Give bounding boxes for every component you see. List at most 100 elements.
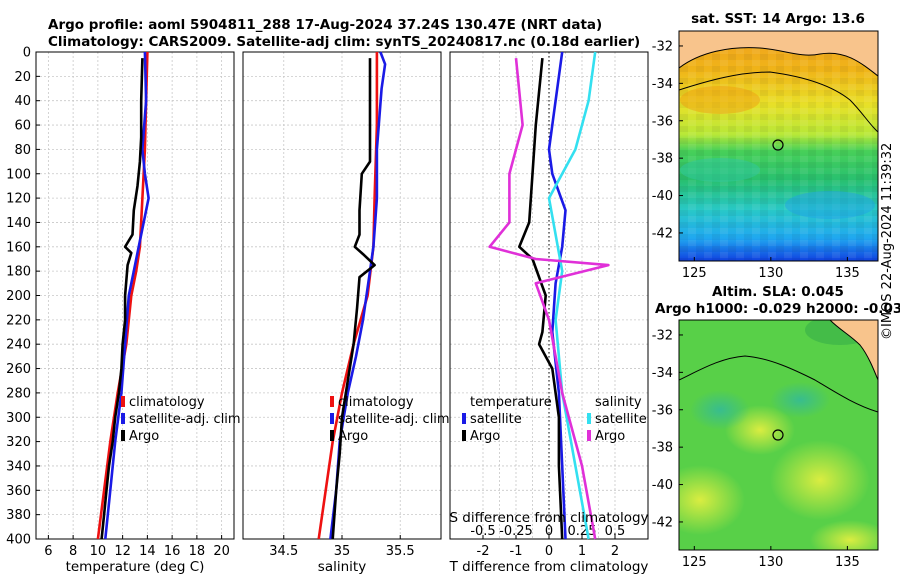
x-tick-label: 1	[578, 544, 586, 559]
sla-low-anomaly	[690, 390, 750, 430]
figure-title-line2: Climatology: CARS2009. Satellite-adj cli…	[48, 34, 640, 50]
y-tick-label: 180	[6, 265, 31, 280]
salinity-legend: climatology satellite-adj. clim Argo	[330, 395, 450, 444]
series-climatology-line	[96, 51, 149, 540]
y-tick-label: -34	[652, 77, 673, 92]
y-tick-label: -42	[652, 515, 673, 530]
series-argo-line	[100, 58, 144, 540]
y-tick-label: 260	[6, 362, 31, 377]
y-tick-label: 40	[14, 94, 31, 109]
legend-label-satellite: satellite-adj. clim	[338, 412, 450, 427]
sst-eddy	[680, 158, 760, 182]
legend-label-s-satellite: satellite	[595, 412, 647, 427]
legend-label-argo: Argo	[129, 429, 159, 444]
s-tick-label: 0.5	[605, 524, 626, 539]
sst-map-panel: sat. SST: 14 Argo: 13.6 -32 -34 -36 -38 -40 -…	[652, 11, 879, 281]
y-tick-label: 340	[6, 459, 31, 474]
s-tick-label: -0.25	[499, 524, 533, 539]
sla-map-frame	[678, 319, 879, 551]
temperature-xlabel: temperature (deg C)	[66, 559, 205, 575]
y-tick-label: 360	[6, 484, 31, 499]
legend-label-t-argo: Argo	[470, 429, 500, 444]
legend-title-salinity: salinity	[595, 395, 642, 410]
x-tick-label: 18	[189, 544, 206, 559]
salinity-panel: 34.5 35 35.5 salinity climatology satellit…	[242, 51, 450, 575]
x-tick-label: -1	[510, 544, 523, 559]
x-tick-label: 130	[758, 555, 783, 570]
legend-label-argo: Argo	[338, 429, 368, 444]
y-tick-label: 120	[6, 192, 31, 207]
x-tick-label: 20	[213, 544, 230, 559]
sla-map-title: Altim. SLA: 0.045	[712, 284, 844, 300]
sla-high-anomaly	[810, 520, 878, 550]
y-tick-label: -42	[652, 226, 673, 241]
x-tick-label: 135	[835, 555, 860, 570]
y-tick-label: -36	[652, 403, 673, 418]
legend-swatch-satellite	[330, 413, 334, 424]
y-tick-label: 60	[14, 119, 31, 134]
y-tick-label: -32	[652, 328, 673, 343]
s-tick-label: 0	[545, 524, 553, 539]
sla-high-anomaly	[770, 440, 870, 520]
y-tick-label: 220	[6, 313, 31, 328]
legend-label-climatology: climatology	[338, 395, 414, 410]
salinity-xlabel: salinity	[318, 559, 366, 575]
x-tick-label: 135	[835, 266, 860, 281]
sst-map-title: sat. SST: 14 Argo: 13.6	[691, 11, 865, 27]
legend-title-temperature: temperature	[470, 395, 552, 410]
x-tick-label: 34.5	[269, 544, 298, 559]
sst-eddy	[785, 191, 875, 219]
y-tick-label: -40	[652, 478, 673, 493]
temperature-legend: climatology satellite-adj. clim Argo	[121, 395, 241, 444]
legend-swatch-climatology	[330, 396, 334, 407]
series-satellite-adj-clim-line	[104, 51, 150, 540]
shelf-contour	[679, 71, 878, 133]
y-tick-label: 80	[14, 143, 31, 158]
sla-low-anomaly	[770, 382, 830, 418]
x-tick-label: 35.5	[386, 544, 415, 559]
legend-swatch-satellite	[121, 413, 125, 424]
series-s-satellite-line	[547, 51, 597, 540]
sst-texture	[679, 31, 878, 261]
difference-panel: -2 -1 0 1 2 -0.5 -0.25 0 0.25 0.5 S difference f…	[449, 51, 649, 575]
legend-label-satellite: satellite-adj. clim	[129, 412, 241, 427]
series-s-argo-line	[488, 57, 610, 540]
y-tick-label: -38	[652, 152, 673, 167]
y-tick-label: 300	[6, 411, 31, 426]
y-tick-label: -32	[652, 39, 673, 54]
x-tick-label: 2	[611, 544, 619, 559]
legend-swatch-s-argo	[587, 430, 591, 441]
shelf-contour	[679, 355, 878, 413]
temperature-panel: 0 20 40 60 80 100 120 140 160 180 200 220 240 260 280 3…	[6, 46, 240, 576]
y-tick-label: -40	[652, 189, 673, 204]
legend-swatch-s-satellite	[587, 413, 591, 424]
x-tick-label: 6	[44, 544, 52, 559]
sst-map-frame	[678, 30, 879, 262]
imos-timestamp: ©IMOS 22-Aug-2024 11:39:32	[880, 142, 895, 340]
y-tick-label: 380	[6, 508, 31, 523]
series-argo-line	[331, 58, 376, 540]
y-tick-label: 280	[6, 386, 31, 401]
x-tick-label: 16	[164, 544, 181, 559]
y-tick-label: -34	[652, 366, 673, 381]
legend-swatch-climatology	[121, 396, 125, 407]
x-tick-label: -2	[477, 544, 490, 559]
argo-float-marker	[772, 429, 784, 441]
t-difference-xlabel: T difference from climatology	[449, 559, 649, 575]
y-tick-label: 140	[6, 216, 31, 231]
y-tick-label: 240	[6, 338, 31, 353]
y-tick-label: 160	[6, 240, 31, 255]
sla-high-anomaly	[679, 465, 745, 535]
y-tick-label: 200	[6, 289, 31, 304]
figure-title-line1: Argo profile: aoml 5904811_288 17-Aug-20…	[48, 17, 602, 33]
x-tick-label: 12	[114, 544, 131, 559]
y-tick-label: -36	[652, 114, 673, 129]
y-tick-label: -38	[652, 441, 673, 456]
x-tick-label: 130	[758, 266, 783, 281]
x-tick-label: 0	[545, 544, 553, 559]
legend-swatch-argo	[330, 430, 334, 441]
argo-float-marker	[772, 139, 784, 151]
salinity-diff-legend: salinity satellite Argo	[587, 395, 647, 444]
s-difference-label: S difference from climatology	[449, 510, 648, 526]
